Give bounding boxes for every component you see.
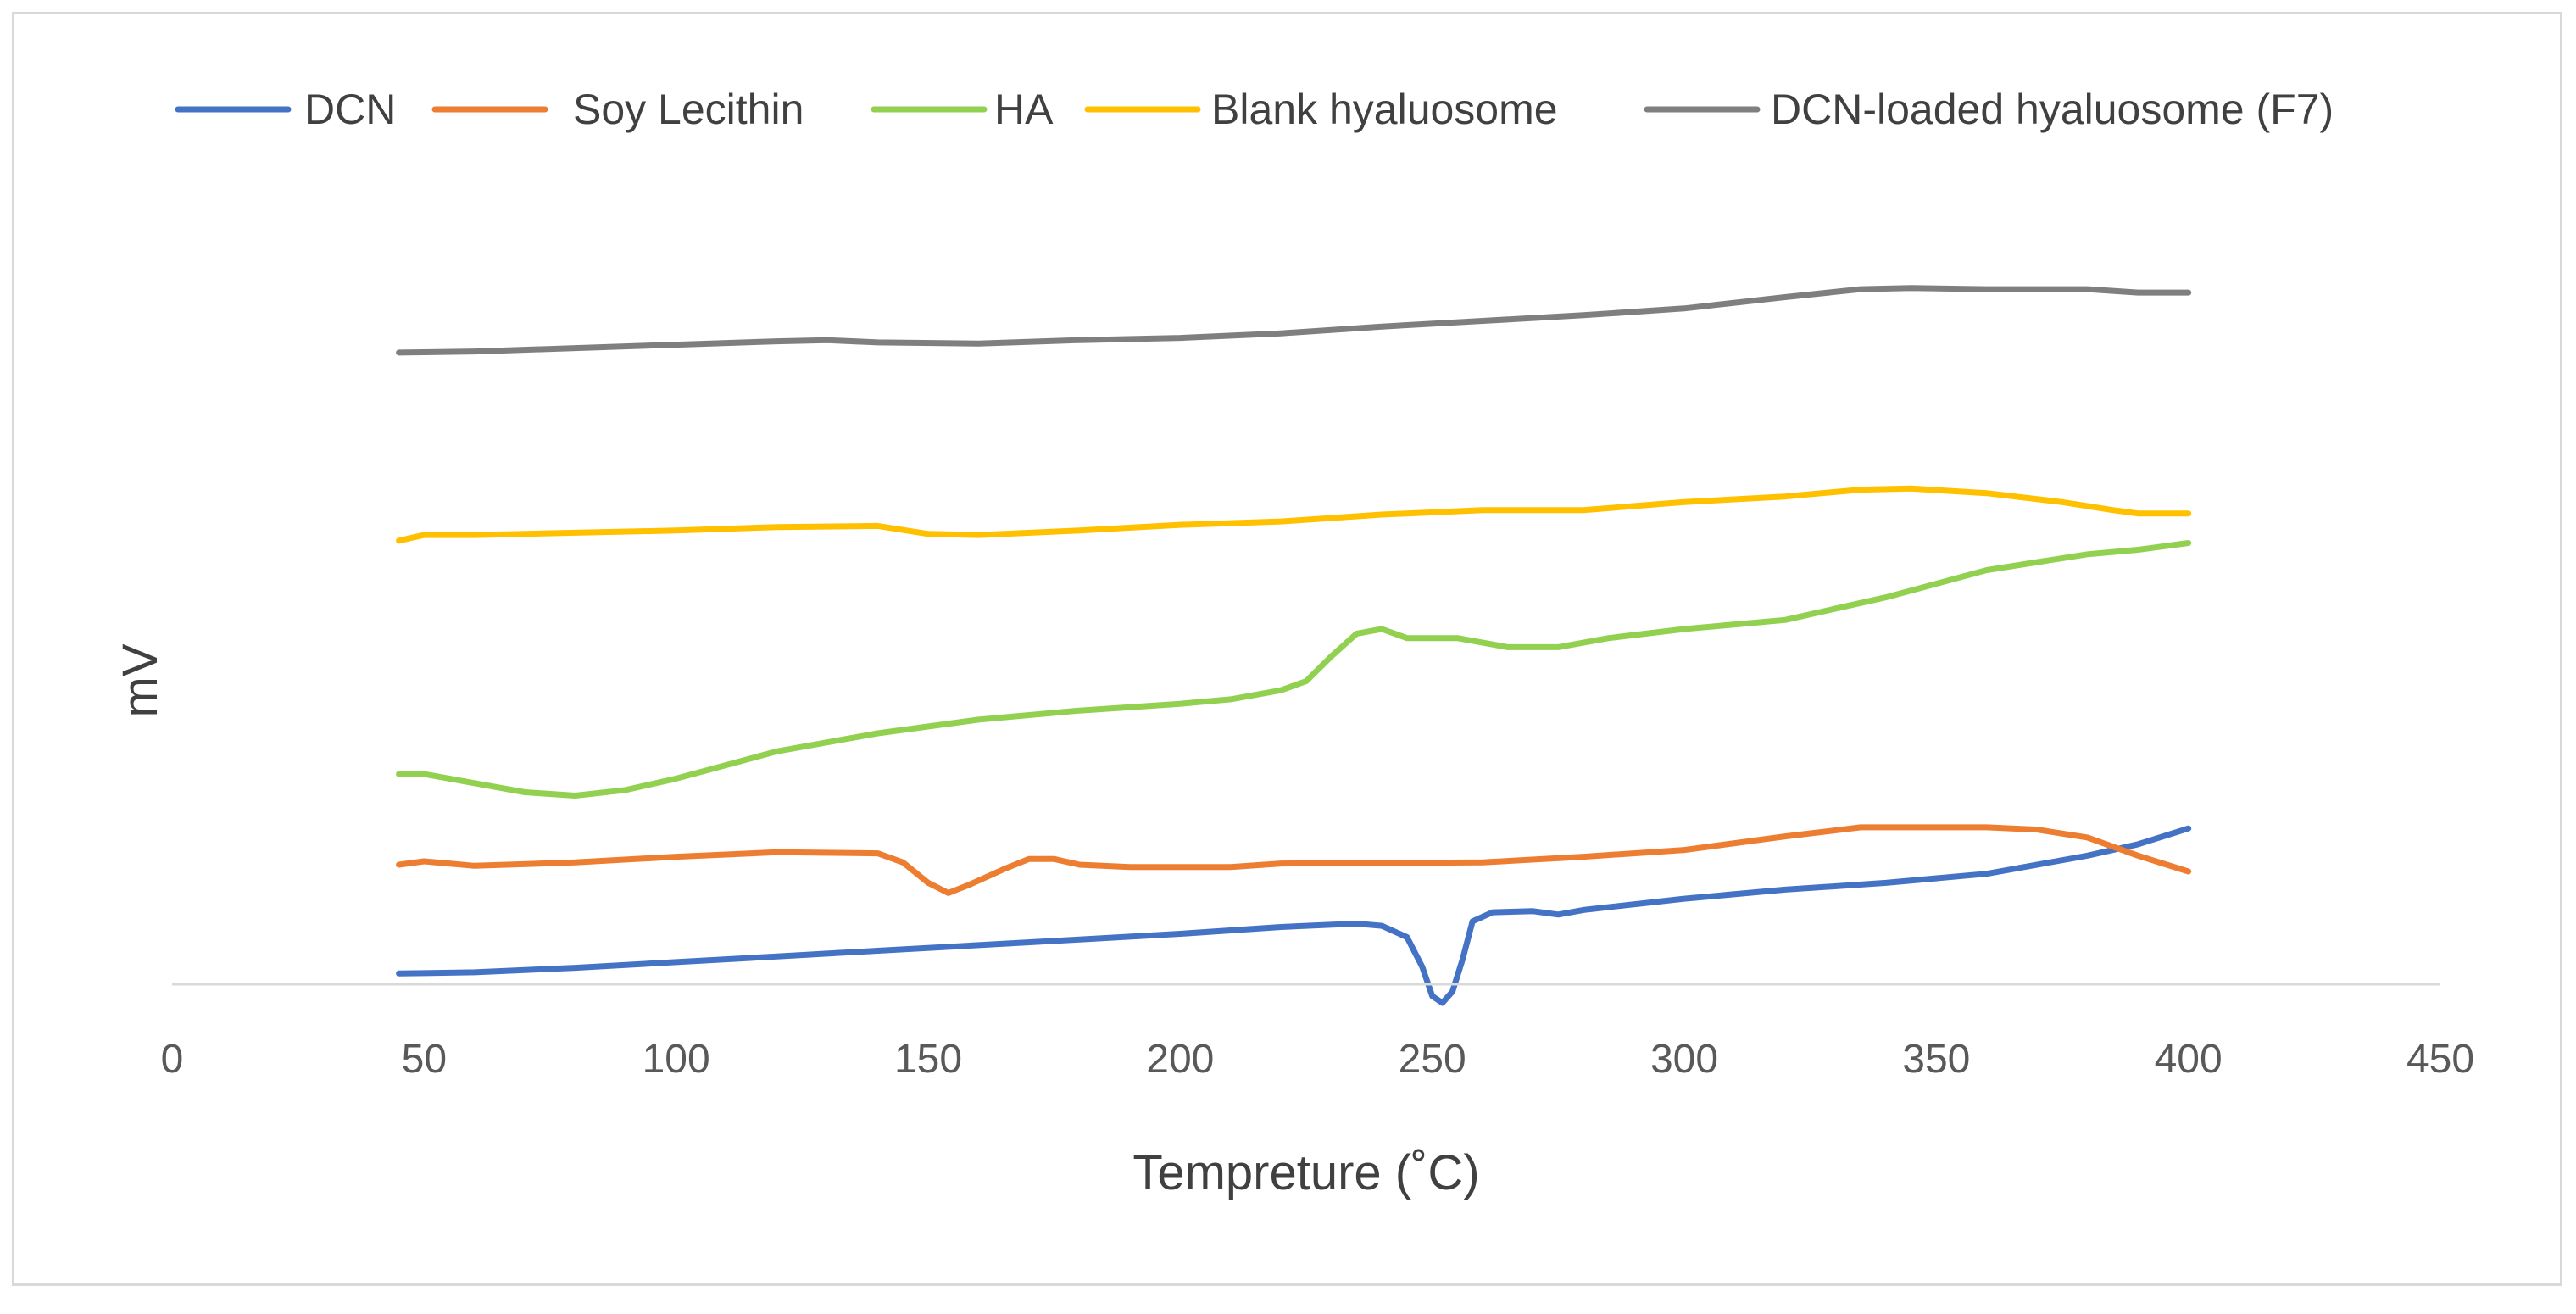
legend-label: Blank hyaluosome xyxy=(1211,86,1558,133)
x-tick-label: 150 xyxy=(894,1037,962,1082)
x-tick-label: 450 xyxy=(2406,1037,2474,1082)
x-tick-label: 350 xyxy=(1902,1037,1970,1082)
legend-label: DCN xyxy=(304,86,396,133)
legend-item: DCN-loaded hyaluosome (F7) xyxy=(1644,86,2334,133)
line-chart: DCN Soy Lecithin HA Blank hyaluosome DCN-loa… xyxy=(113,86,2474,1200)
x-tick-label: 50 xyxy=(402,1037,447,1082)
plot-area xyxy=(396,285,2192,1006)
legend: DCN Soy Lecithin HA Blank hyaluosome DCN-loa… xyxy=(175,86,2334,133)
legend-item: DCN xyxy=(175,86,396,133)
x-tick-label: 200 xyxy=(1146,1037,1214,1082)
series-line-blank-hyaluosome xyxy=(396,485,2192,544)
chart-frame: DCN Soy Lecithin HA Blank hyaluosome DCN-loa… xyxy=(12,12,2562,1286)
series-line-ha xyxy=(396,540,2192,799)
series-line-dcn-loaded-hyaluosome-f7 xyxy=(396,285,2192,356)
legend-label: HA xyxy=(994,86,1054,133)
legend-label: Soy Lecithin xyxy=(573,86,804,133)
x-tick-label: 250 xyxy=(1399,1037,1466,1082)
series-line-dcn xyxy=(396,825,2192,1006)
x-tick-label: 300 xyxy=(1650,1037,1718,1082)
x-tick-label: 100 xyxy=(643,1037,710,1082)
x-tick-label: 0 xyxy=(161,1037,184,1082)
y-axis-title: mV xyxy=(113,643,168,717)
series-line-soy-lecithin xyxy=(396,824,2192,896)
legend-item: Blank hyaluosome xyxy=(1084,86,1558,133)
x-axis-title: Tempreture (˚C) xyxy=(1132,1145,1479,1200)
x-tick-label: 400 xyxy=(2155,1037,2223,1082)
legend-item: Soy Lecithin xyxy=(431,86,804,133)
x-axis-ticks: 0 50 100 150 200 250 300 350 400 450 xyxy=(161,1037,2474,1082)
legend-label: DCN-loaded hyaluosome (F7) xyxy=(1771,86,2334,133)
legend-item: HA xyxy=(871,86,1054,133)
